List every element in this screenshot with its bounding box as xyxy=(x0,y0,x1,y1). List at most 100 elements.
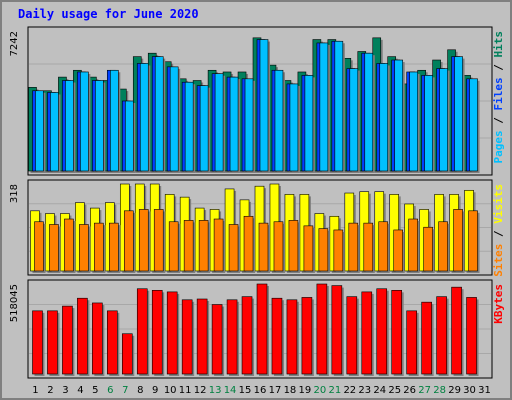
x-tick-label-20: 20 xyxy=(314,385,327,396)
bar-kbytes-day-6 xyxy=(107,310,118,375)
bar-sites-day-16 xyxy=(258,222,269,272)
x-tick-label-18: 18 xyxy=(284,385,297,396)
x-tick-label-28: 28 xyxy=(433,385,446,396)
bar-sites-day-20 xyxy=(318,228,329,272)
axis-title-part: Sites xyxy=(492,244,505,277)
bar-sites-day-23 xyxy=(363,222,374,272)
bar-kbytes-day-10 xyxy=(166,291,178,375)
bar-pages-day-13 xyxy=(214,73,224,172)
x-tick-label-16: 16 xyxy=(254,385,267,396)
bar-kbytes-day-11 xyxy=(181,299,193,375)
bar-pages-day-27 xyxy=(424,75,433,172)
x-tick-label-8: 8 xyxy=(137,385,143,396)
bar-sites-day-8 xyxy=(138,209,149,272)
bar-sites-day-6 xyxy=(109,222,119,272)
bar-pages-day-2 xyxy=(50,92,59,172)
bar-kbytes-day-21 xyxy=(331,285,343,375)
bar-pages-day-10 xyxy=(169,66,179,172)
bar-pages-day-11 xyxy=(184,81,194,172)
bar-pages-day-4 xyxy=(80,71,89,172)
bar-sites-day-29 xyxy=(453,209,463,272)
bar-kbytes-day-29 xyxy=(451,286,462,375)
bar-sites-day-11 xyxy=(183,220,194,272)
axis-title-part: / xyxy=(492,111,505,131)
bar-kbytes-day-16 xyxy=(256,283,268,375)
x-tick-label-4: 4 xyxy=(77,385,83,396)
bar-pages-day-21 xyxy=(334,40,344,172)
bar-kbytes-day-22 xyxy=(346,296,358,375)
bar-pages-day-7 xyxy=(124,100,134,172)
bar-sites-day-4 xyxy=(79,224,89,272)
bar-pages-day-22 xyxy=(349,68,359,172)
axis-title-part: / xyxy=(492,58,505,78)
bar-pages-day-3 xyxy=(65,80,74,172)
bar-pages-day-29 xyxy=(454,56,463,172)
bar-pages-day-17 xyxy=(274,69,284,172)
bar-pages-day-23 xyxy=(364,52,374,172)
x-tick-label-21: 21 xyxy=(328,385,341,396)
bar-kbytes-day-20 xyxy=(316,283,328,375)
bar-sites-day-5 xyxy=(94,222,104,272)
bar-sites-day-12 xyxy=(198,220,209,272)
x-tick-label-12: 12 xyxy=(194,385,207,396)
bar-sites-day-17 xyxy=(273,221,284,272)
bar-pages-day-1 xyxy=(35,90,44,172)
bar-sites-day-13 xyxy=(213,218,224,272)
bar-pages-day-28 xyxy=(439,68,448,172)
bar-pages-day-24 xyxy=(379,63,389,172)
bar-kbytes-day-12 xyxy=(196,298,208,375)
bar-kbytes-day-24 xyxy=(376,288,388,375)
bar-sites-day-2 xyxy=(49,224,59,272)
bar-sites-day-1 xyxy=(34,221,44,272)
bar-pages-day-9 xyxy=(154,56,164,172)
x-tick-label-23: 23 xyxy=(358,385,371,396)
chart-title: Daily usage for June 2020 xyxy=(18,7,199,21)
bar-kbytes-day-8 xyxy=(136,288,148,375)
bar-kbytes-day-9 xyxy=(151,290,163,375)
bar-kbytes-day-3 xyxy=(62,305,73,375)
bar-sites-day-19 xyxy=(303,225,314,272)
axis-title-part: Visits xyxy=(492,184,505,224)
bar-kbytes-day-19 xyxy=(301,297,313,375)
bar-kbytes-day-28 xyxy=(436,296,447,375)
bar-sites-day-14 xyxy=(228,224,239,272)
bar-kbytes-day-26 xyxy=(406,310,417,375)
x-tick-label-10: 10 xyxy=(164,385,177,396)
x-tick-label-6: 6 xyxy=(107,385,113,396)
x-tick-label-2: 2 xyxy=(47,385,53,396)
axis-title-part: Hits xyxy=(492,31,505,58)
bar-pages-day-19 xyxy=(304,75,314,172)
bar-kbytes-day-23 xyxy=(361,291,373,375)
bar-kbytes-day-25 xyxy=(391,290,403,375)
x-tick-label-13: 13 xyxy=(209,385,222,396)
x-tick-label-24: 24 xyxy=(373,385,386,396)
bar-pages-day-8 xyxy=(139,63,149,172)
x-tick-label-1: 1 xyxy=(32,385,38,396)
bar-pages-day-30 xyxy=(469,78,478,172)
max-label-visits-sites: 318 xyxy=(9,184,20,203)
x-tick-label-14: 14 xyxy=(224,385,237,396)
axis-title-part: Files xyxy=(492,77,505,110)
axis-title-hits-files-pages: Pages / Files / Hits xyxy=(492,31,505,164)
x-tick-label-7: 7 xyxy=(122,385,128,396)
bar-sites-day-18 xyxy=(288,220,299,272)
bar-kbytes-day-1 xyxy=(32,310,43,375)
axis-title-part: KBytes xyxy=(492,284,505,324)
x-tick-label-19: 19 xyxy=(299,385,312,396)
x-tick-label-30: 30 xyxy=(463,385,476,396)
bar-pages-day-26 xyxy=(409,71,418,172)
x-tick-label-11: 11 xyxy=(179,385,192,396)
axis-title-part: / xyxy=(492,224,505,244)
x-tick-label-9: 9 xyxy=(152,385,158,396)
x-tick-label-27: 27 xyxy=(418,385,431,396)
x-tick-label-25: 25 xyxy=(388,385,401,396)
axis-title-kbytes: KBytes xyxy=(492,284,505,324)
bar-kbytes-day-14 xyxy=(226,299,238,375)
axis-title-visits-sites: Sites / Visits xyxy=(492,184,505,277)
bar-sites-day-25 xyxy=(393,229,404,272)
bar-pages-day-15 xyxy=(244,78,254,172)
bar-pages-day-25 xyxy=(394,59,404,172)
max-label-kbytes: 518045 xyxy=(9,284,20,322)
x-tick-label-5: 5 xyxy=(92,385,98,396)
bar-pages-day-14 xyxy=(229,76,239,172)
